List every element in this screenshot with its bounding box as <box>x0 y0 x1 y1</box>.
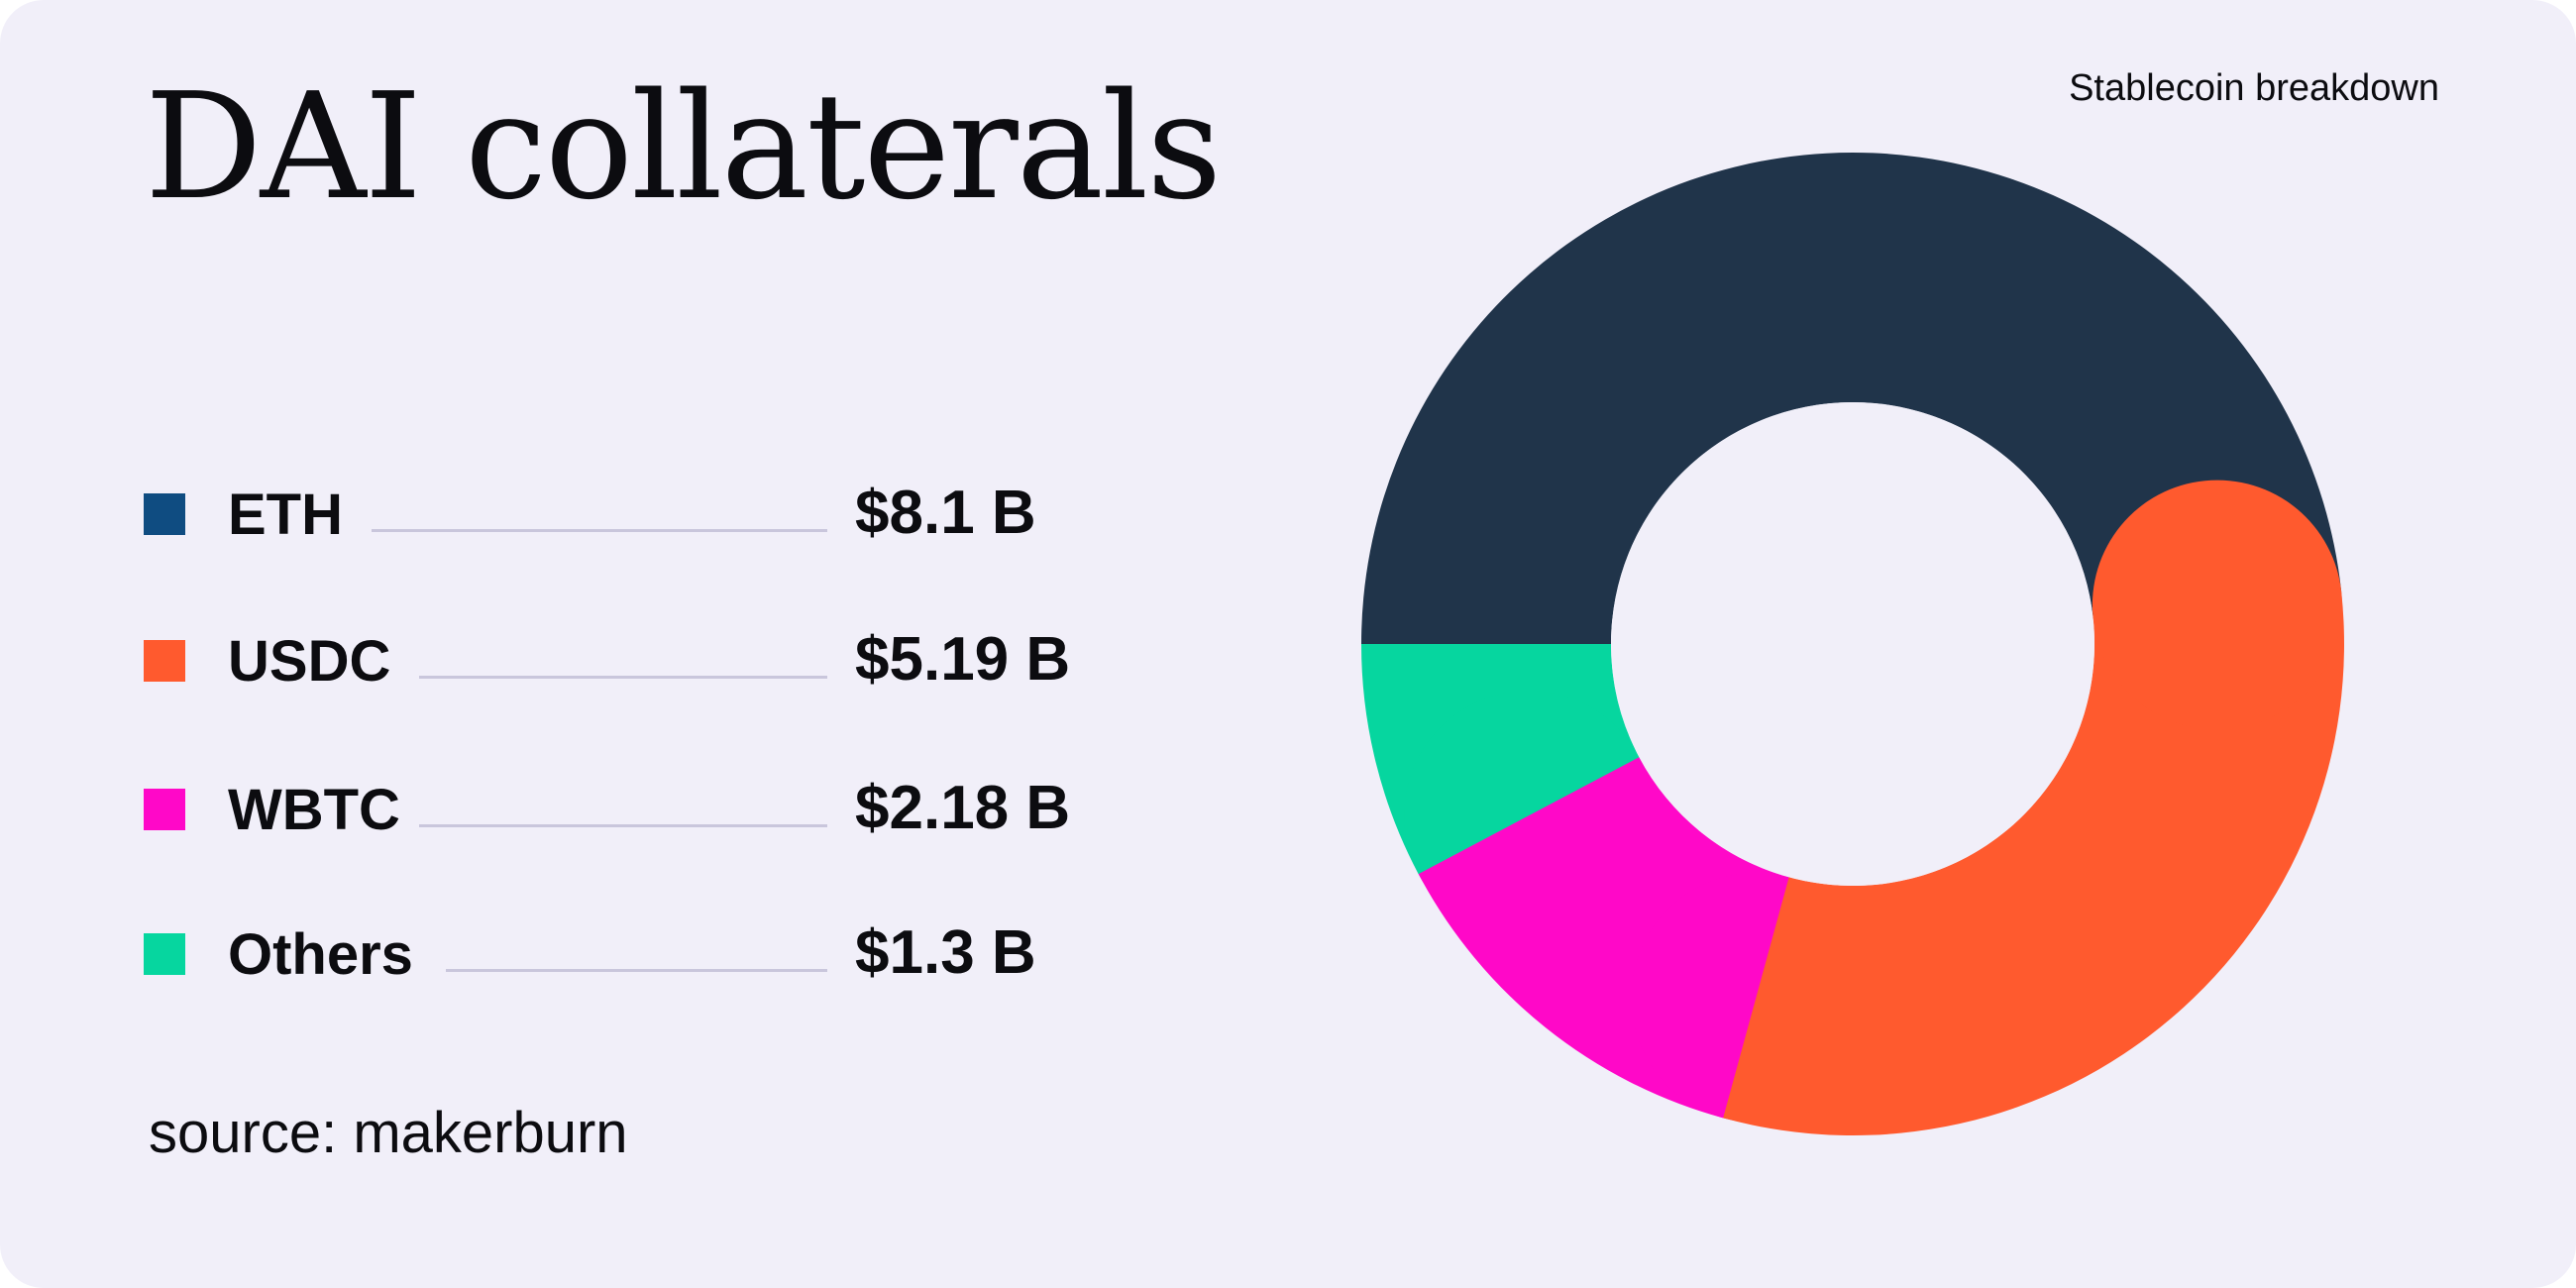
legend-value-others: $1.3 B <box>855 918 1036 987</box>
legend-label-wbtc: WBTC <box>228 778 400 842</box>
donut-slice-body-usdc <box>1723 591 2344 1135</box>
legend-value-eth: $8.1 B <box>855 479 1036 547</box>
legend-item-wbtc: WBTC $2.18 B <box>144 769 1075 848</box>
legend-swatch-usdc <box>144 640 185 682</box>
chart-title: DAI collaterals <box>145 61 1222 232</box>
donut-slice-cap-usdc <box>2092 480 2342 730</box>
legend-leader-line-usdc <box>419 676 827 679</box>
donut-chart <box>1361 152 2344 1135</box>
donut-slice-eth <box>1361 152 2342 644</box>
legend-leader-line-others <box>446 969 827 972</box>
legend-label-usdc: USDC <box>228 629 391 694</box>
legend-leader-line-wbtc <box>419 824 827 827</box>
legend-value-usdc: $5.19 B <box>855 625 1071 694</box>
legend-item-usdc: USDC $5.19 B <box>144 620 1075 699</box>
legend-value-wbtc: $2.18 B <box>855 774 1071 842</box>
chart-subtitle: Stablecoin breakdown <box>2069 67 2439 109</box>
legend-swatch-wbtc <box>144 789 185 830</box>
legend-item-eth: ETH $8.1 B <box>144 474 1075 553</box>
donut-slice-usdc <box>1723 480 2344 1135</box>
source-note: source: makerburn <box>149 1101 628 1165</box>
legend-swatch-eth <box>144 493 185 535</box>
legend-item-others: Others $1.3 B <box>144 913 1075 993</box>
legend-swatch-others <box>144 933 185 975</box>
legend-label-others: Others <box>228 922 413 987</box>
legend-label-eth: ETH <box>228 483 343 547</box>
donut-hole <box>1611 402 2094 886</box>
legend-leader-line-eth <box>372 529 827 532</box>
donut-slice-body-eth <box>1361 152 2342 644</box>
